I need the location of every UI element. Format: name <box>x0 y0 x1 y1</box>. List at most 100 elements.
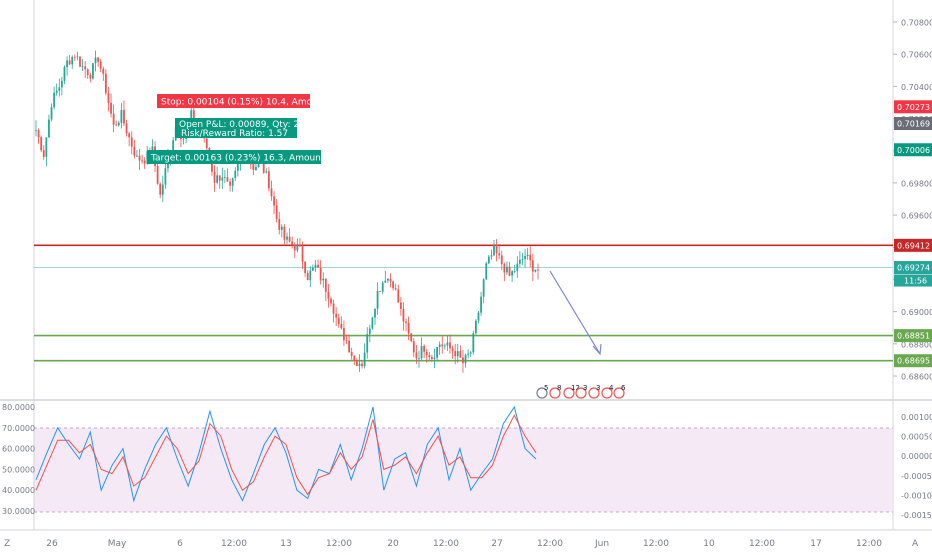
candle-body <box>531 260 534 272</box>
candle-body <box>415 352 418 359</box>
candle-body <box>223 177 226 179</box>
candle-body <box>394 288 397 290</box>
candle-body <box>348 340 351 353</box>
candle-body <box>464 354 467 364</box>
event-marker[interactable] <box>588 387 600 399</box>
candle-body <box>418 358 420 360</box>
candle-body <box>102 68 105 74</box>
candle-body <box>350 352 353 356</box>
candle-body <box>366 334 369 353</box>
candle-body <box>374 308 376 318</box>
event-marker[interactable] <box>613 387 625 399</box>
candle-body <box>97 57 100 62</box>
indicator-right-tick: 0.00100 <box>901 413 932 422</box>
candle-body <box>257 162 260 167</box>
indicator-left-tick: 50.0000 <box>2 465 35 474</box>
candle-body <box>412 341 415 353</box>
candle-body <box>270 188 273 197</box>
candle-body <box>425 351 428 356</box>
candle-body <box>234 170 237 179</box>
time-axis[interactable]: 26 May 6 12:00 13 12:00 20 12:00 27 12:00 Jun 12:00… <box>46 539 882 549</box>
candle-body <box>467 353 470 355</box>
target-label-box[interactable] <box>147 150 321 164</box>
candle-body <box>534 269 537 272</box>
candle-body <box>45 137 48 157</box>
candle-body <box>495 244 498 254</box>
event-count: 8 <box>557 384 561 392</box>
candle-body <box>107 93 110 103</box>
candle-body <box>498 253 501 256</box>
price-pane[interactable]: Stop: 0.00104 (0.15%) 10.4, Amount: 750 … <box>33 0 894 530</box>
candle-body <box>324 278 327 292</box>
candle-body <box>53 92 56 108</box>
price-label: 0.70169 <box>897 120 930 129</box>
candle-body <box>66 60 68 68</box>
price-label-box <box>894 329 932 343</box>
candle-body <box>110 102 112 114</box>
open-pl-box[interactable] <box>175 118 297 138</box>
candle-body <box>265 171 268 173</box>
stochastic-pane[interactable]: 80.0000 70.0000 60.0000 50.0000 40.0000 30.00… <box>2 400 932 530</box>
candle-body <box>506 266 508 273</box>
candle-body <box>392 281 394 289</box>
candle-body <box>37 129 40 138</box>
event-marker[interactable] <box>601 387 613 399</box>
candle-body <box>112 113 115 125</box>
stop-label-box[interactable] <box>157 94 310 108</box>
candle-body <box>190 110 193 122</box>
event-marker[interactable] <box>575 387 587 399</box>
candle-body <box>355 360 358 366</box>
candle-body <box>125 123 128 134</box>
price-label: 0.70273 <box>897 103 930 112</box>
candle-body <box>68 60 71 65</box>
scale-mode-z[interactable]: Z <box>4 539 10 549</box>
candle-body <box>275 205 278 219</box>
candle-body <box>283 226 286 240</box>
indicator-left-tick: 60.0000 <box>2 445 35 454</box>
candle-body <box>513 271 516 272</box>
candle-body <box>327 291 330 299</box>
candle-body <box>343 328 345 341</box>
time-tick-label: 12:00 <box>643 539 669 549</box>
event-count: 3 <box>596 384 600 392</box>
candle-body <box>446 342 449 346</box>
countdown-label: 11:56 <box>904 277 927 286</box>
candle-body <box>291 241 294 245</box>
economic-events-row[interactable]: 5 8 12 3 3 4 6 <box>536 384 626 399</box>
event-marker[interactable] <box>536 387 548 399</box>
candle-body <box>368 328 371 335</box>
candle-body <box>104 73 107 94</box>
event-count: 6 <box>621 384 626 392</box>
long-position-tool[interactable]: Stop: 0.00104 (0.15%) 10.4, Amount: 750 … <box>147 94 368 164</box>
candle-body <box>159 183 162 195</box>
arrow-head <box>592 343 602 356</box>
price-scale[interactable]: 0.708000.706000.704000.702000.700000.698… <box>893 19 932 382</box>
candle-body <box>482 279 485 297</box>
price-tick-label: 0.70600 <box>901 51 932 60</box>
indicator-right-tick: -0.00100 <box>901 491 932 500</box>
auto-scale-button[interactable]: A <box>912 539 919 549</box>
projection-arrow[interactable] <box>549 270 601 355</box>
candle-body <box>205 138 208 149</box>
candle-body <box>423 345 426 352</box>
price-label-box <box>894 100 932 114</box>
candle-body <box>537 269 539 271</box>
candle-body <box>216 175 219 183</box>
time-tick-label: 17 <box>810 539 821 549</box>
candle-body <box>508 266 511 276</box>
time-tick-label: 27 <box>491 539 502 549</box>
indicator-right-tick: 0.00050 <box>901 433 932 442</box>
candle-body <box>35 129 37 131</box>
time-tick-label: May <box>108 539 127 549</box>
time-tick-label: 13 <box>280 539 291 549</box>
candle-body <box>477 312 480 321</box>
candle-body <box>123 109 125 124</box>
candle-body <box>319 267 322 281</box>
event-marker[interactable] <box>563 387 575 399</box>
event-count: 12 <box>571 384 580 392</box>
stop-label: Stop: 0.00104 (0.15%) 10.4, Amount: 750 <box>161 98 350 108</box>
indicator-left-tick: 30.0000 <box>2 507 35 516</box>
event-marker[interactable] <box>549 387 561 399</box>
